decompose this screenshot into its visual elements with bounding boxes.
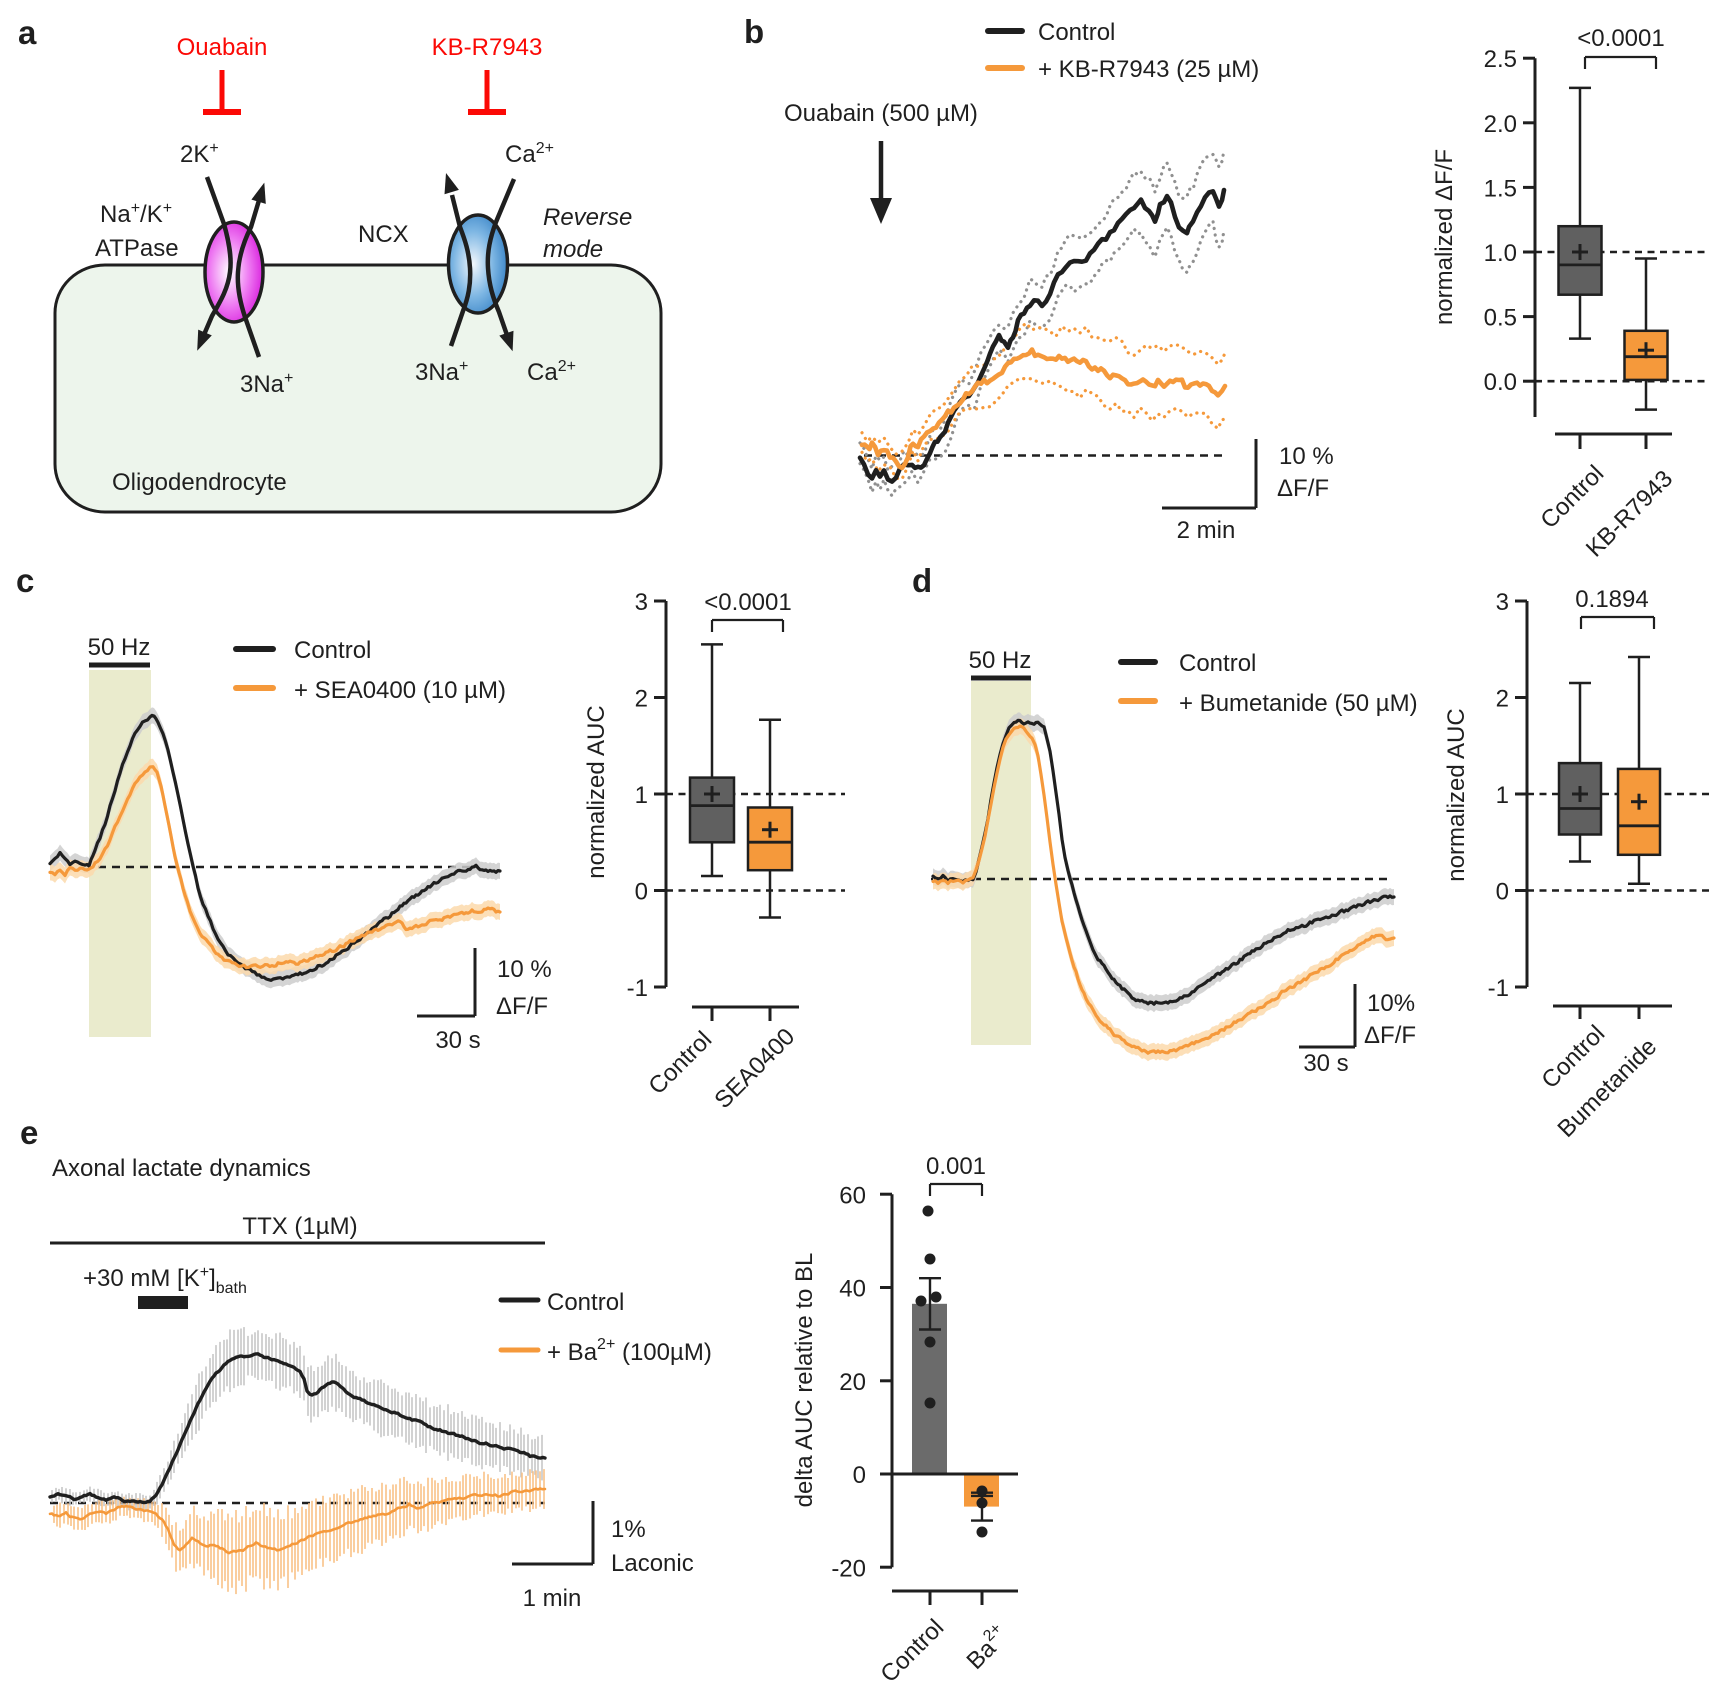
svg-text:+ Bumetanide (50 µM): + Bumetanide (50 µM)	[1179, 690, 1418, 717]
svg-text:Axonal lactate dynamics: Axonal lactate dynamics	[52, 1155, 311, 1182]
svg-text:20: 20	[839, 1369, 866, 1396]
svg-text:c: c	[16, 562, 34, 599]
svg-text:mode: mode	[543, 236, 603, 263]
svg-text:Control: Control	[294, 637, 371, 664]
svg-text:Control: Control	[1179, 650, 1256, 677]
svg-text:Control: Control	[547, 1289, 624, 1316]
svg-text:ATPase: ATPase	[95, 235, 179, 262]
svg-text:0.0: 0.0	[1484, 369, 1517, 396]
svg-text:3: 3	[1496, 589, 1509, 616]
svg-text:+ KB-R7943 (25 µM): + KB-R7943 (25 µM)	[1038, 56, 1259, 83]
svg-text:0.5: 0.5	[1484, 305, 1517, 332]
svg-text:1: 1	[1496, 782, 1509, 809]
svg-text:SEA0400: SEA0400	[709, 1023, 800, 1114]
svg-text:Ba2+: Ba2+	[959, 1620, 1014, 1675]
svg-text:+ Ba2+ (100µM): + Ba2+ (100µM)	[547, 1336, 712, 1366]
svg-text:Control: Control	[643, 1026, 717, 1100]
svg-text:1: 1	[635, 782, 648, 809]
svg-text:Control: Control	[875, 1614, 949, 1688]
svg-text:50 Hz: 50 Hz	[969, 647, 1032, 674]
svg-text:10%: 10%	[1367, 990, 1415, 1017]
svg-text:normalized AUC: normalized AUC	[583, 705, 610, 878]
svg-text:+30 mM [K+]bath: +30 mM [K+]bath	[83, 1264, 247, 1297]
svg-text:0.1894: 0.1894	[1575, 586, 1648, 613]
svg-text:0.001: 0.001	[926, 1153, 986, 1180]
svg-text:Control: Control	[1038, 19, 1115, 46]
svg-text:Ouabain (500 µM): Ouabain (500 µM)	[784, 100, 978, 127]
svg-text:Laconic: Laconic	[611, 1550, 694, 1577]
svg-text:+ SEA0400 (10 µM): + SEA0400 (10 µM)	[294, 677, 506, 704]
svg-text:1 min: 1 min	[523, 1585, 582, 1612]
svg-text:2: 2	[635, 686, 648, 713]
svg-text:1.0: 1.0	[1484, 240, 1517, 267]
svg-text:<0.0001: <0.0001	[704, 589, 791, 616]
svg-text:normalized AUC: normalized AUC	[1443, 708, 1470, 881]
svg-text:10 %: 10 %	[497, 956, 552, 983]
svg-text:1%: 1%	[611, 1516, 646, 1543]
svg-text:e: e	[20, 1114, 38, 1151]
svg-text:-20: -20	[831, 1555, 866, 1582]
svg-text:-1: -1	[1488, 975, 1509, 1002]
svg-text:3: 3	[635, 589, 648, 616]
svg-text:1.5: 1.5	[1484, 175, 1517, 202]
svg-text:ΔF/F: ΔF/F	[1364, 1022, 1416, 1049]
svg-text:50 Hz: 50 Hz	[88, 634, 151, 661]
svg-text:Oligodendrocyte: Oligodendrocyte	[112, 469, 287, 496]
svg-text:30 s: 30 s	[435, 1027, 480, 1054]
svg-text:2.0: 2.0	[1484, 111, 1517, 138]
svg-text:60: 60	[839, 1182, 866, 1209]
svg-text:Na+/K+: Na+/K+	[100, 200, 172, 228]
svg-text:KB-R7943: KB-R7943	[432, 34, 543, 61]
svg-text:Ouabain: Ouabain	[177, 34, 268, 61]
svg-text:<0.0001: <0.0001	[1577, 25, 1664, 52]
svg-text:2: 2	[1496, 686, 1509, 713]
svg-text:30 s: 30 s	[1303, 1050, 1348, 1077]
svg-text:-1: -1	[627, 975, 648, 1002]
svg-text:Control: Control	[1535, 460, 1609, 534]
svg-text:10 %: 10 %	[1279, 443, 1334, 470]
svg-text:b: b	[744, 13, 764, 50]
svg-text:2.5: 2.5	[1484, 46, 1517, 73]
svg-text:Ca2+: Ca2+	[505, 140, 554, 168]
svg-text:d: d	[912, 562, 932, 599]
svg-text:2K+: 2K+	[180, 140, 219, 168]
svg-text:0: 0	[1496, 879, 1509, 906]
svg-text:TTX (1µM): TTX (1µM)	[242, 1213, 357, 1240]
svg-text:Reverse: Reverse	[543, 204, 632, 231]
svg-text:2 min: 2 min	[1177, 517, 1236, 544]
svg-text:delta AUC relative to BL: delta AUC relative to BL	[791, 1253, 818, 1508]
svg-text:normalized ΔF/F: normalized ΔF/F	[1431, 149, 1458, 325]
svg-text:0: 0	[853, 1462, 866, 1489]
svg-text:NCX: NCX	[358, 221, 409, 248]
svg-text:ΔF/F: ΔF/F	[496, 993, 548, 1020]
svg-text:40: 40	[839, 1276, 866, 1303]
svg-text:a: a	[18, 14, 37, 51]
svg-text:ΔF/F: ΔF/F	[1277, 475, 1329, 502]
svg-text:0: 0	[635, 879, 648, 906]
svg-text:Ca2+: Ca2+	[527, 358, 576, 386]
